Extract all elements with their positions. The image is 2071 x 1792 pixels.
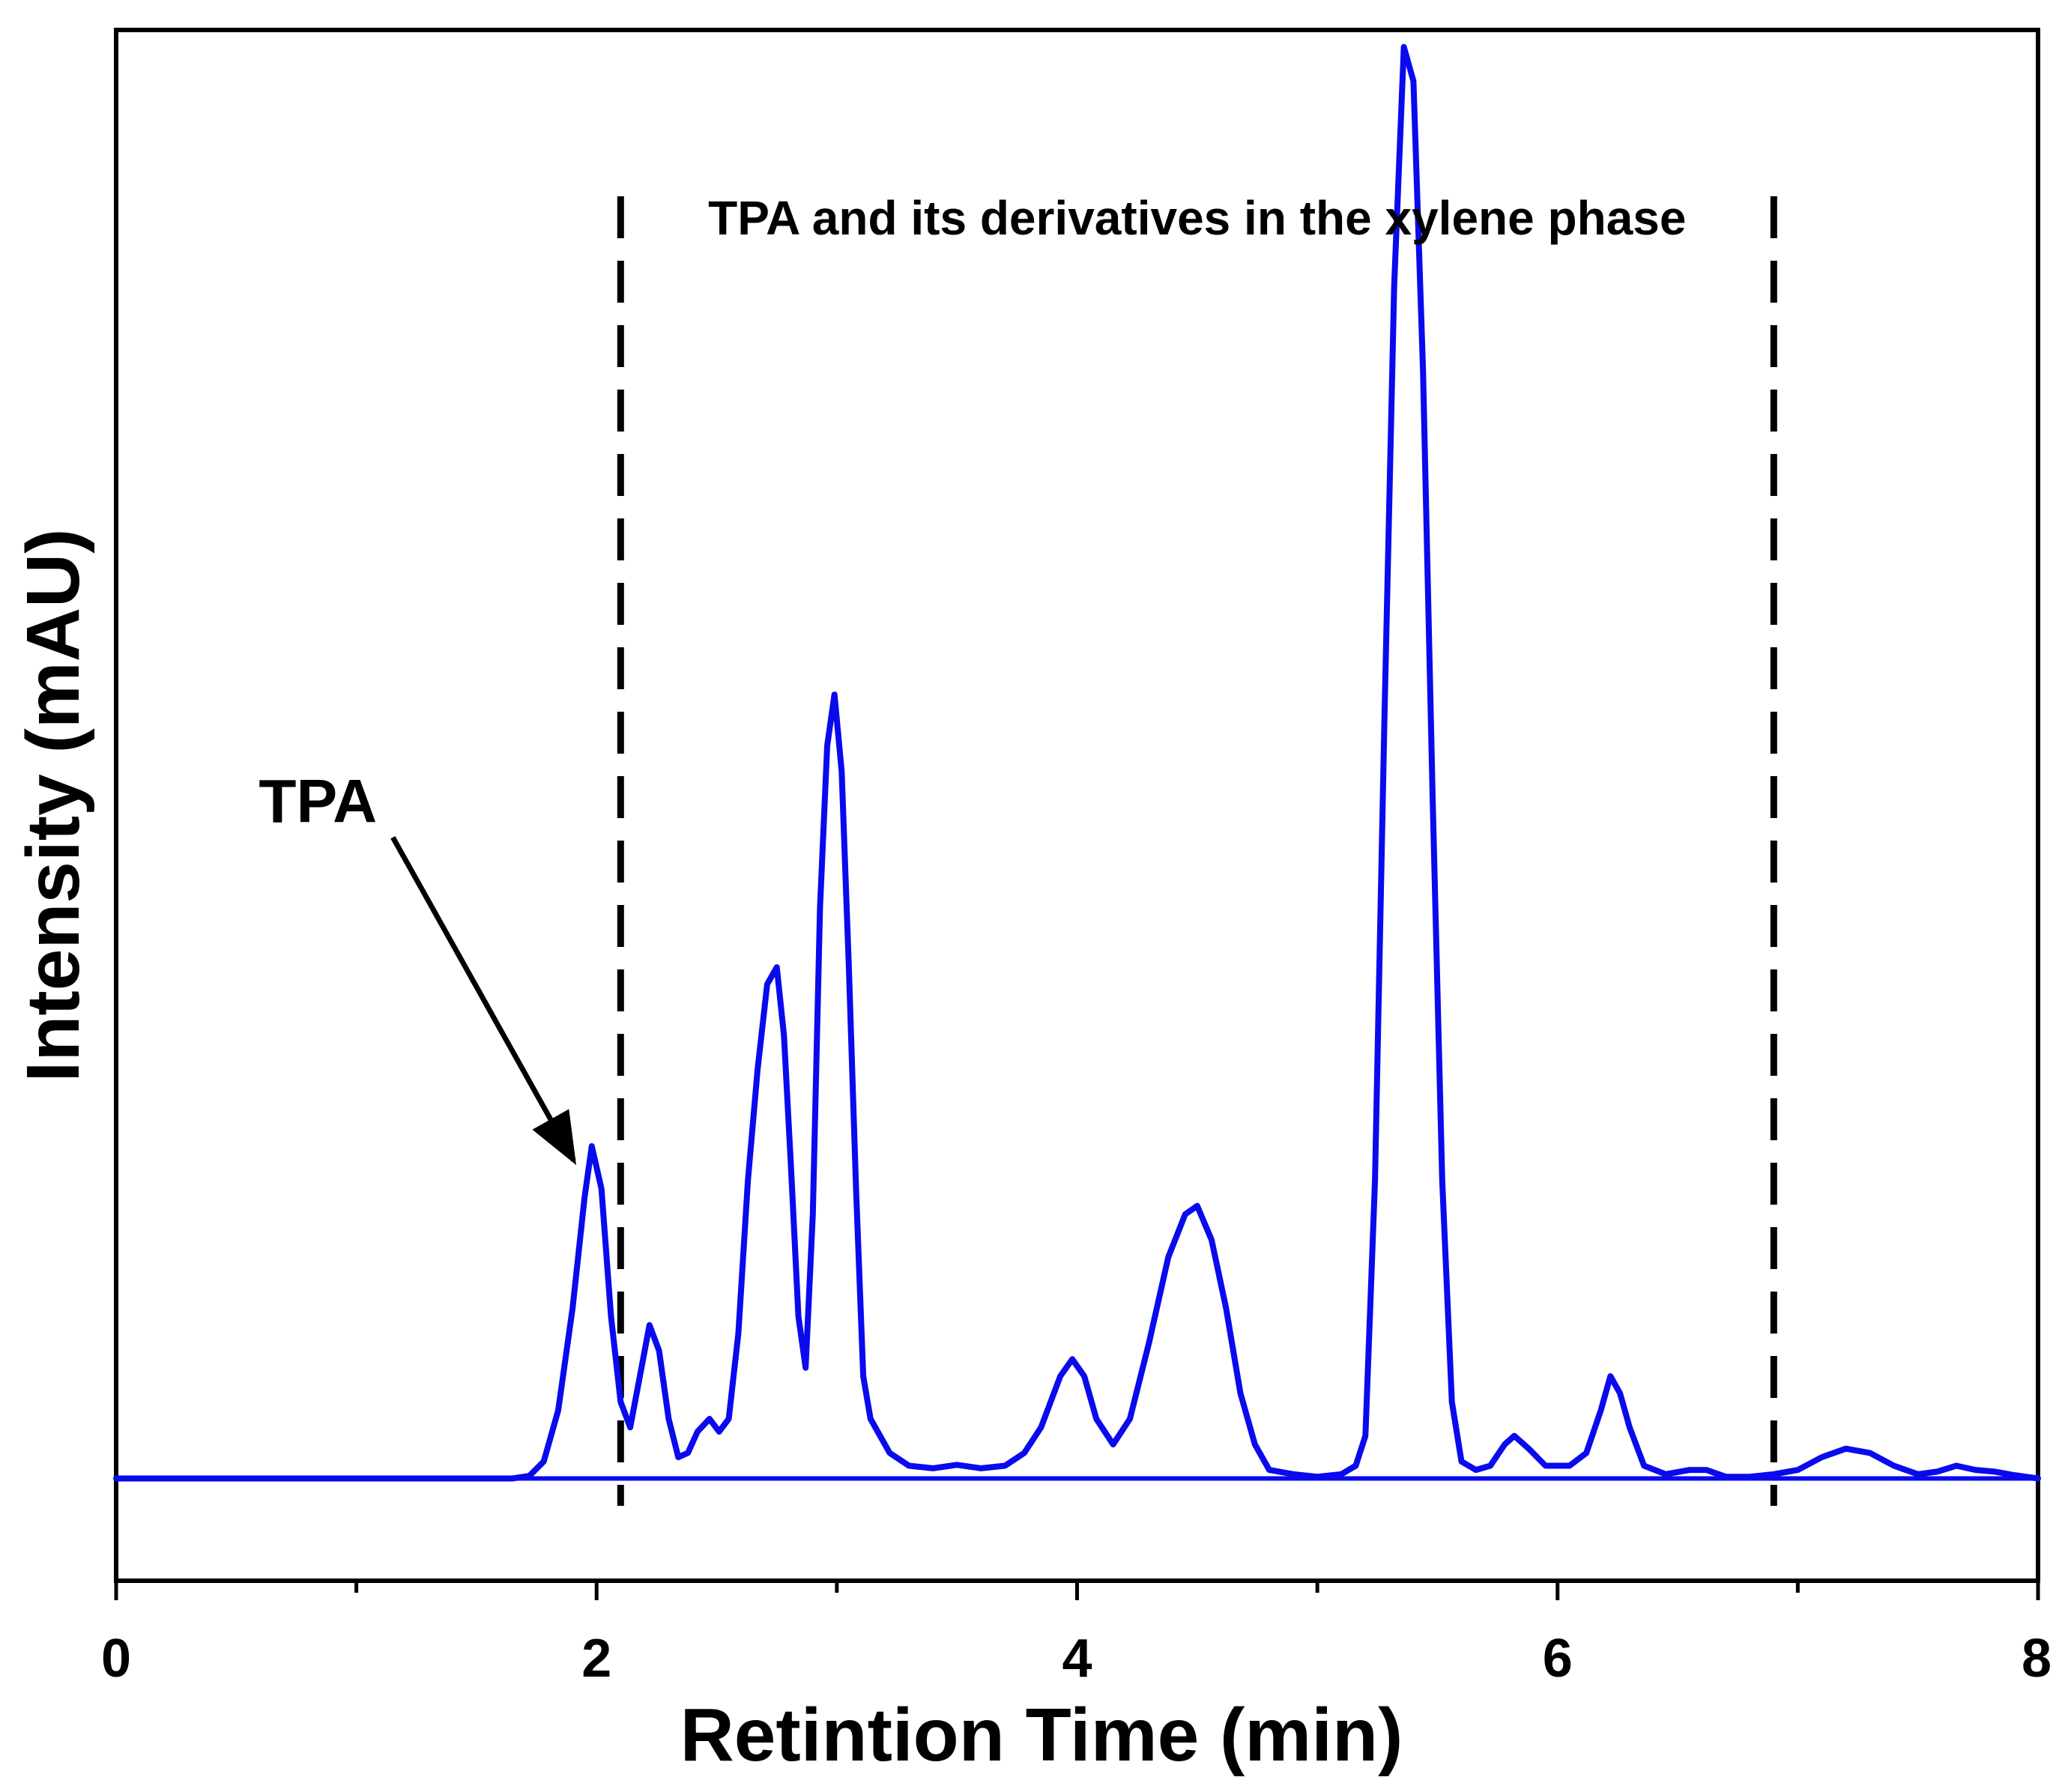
x-tick-label: 0 [101,1629,131,1689]
y-axis-title: Intensity (mAU) [11,529,95,1083]
tpa-arrow [390,836,577,1166]
x-tick-label: 8 [2022,1629,2052,1689]
chromatogram-trace [113,43,2041,1482]
x-axis-title: Retintion Time (min) [680,1693,1403,1777]
region-dashed-lines [617,196,1777,1506]
x-axis-ticks: 0 2 4 6 8 [101,1581,2052,1689]
x-tick-label: 4 [1062,1629,1092,1689]
x-tick-label: 2 [581,1629,611,1689]
x-tick-label: 6 [1543,1629,1573,1689]
tpa-annotation: TPA [259,768,377,836]
plot-frame [114,28,2040,1583]
region-annotation: TPA and its derivatives in the xylene ph… [708,191,1686,245]
